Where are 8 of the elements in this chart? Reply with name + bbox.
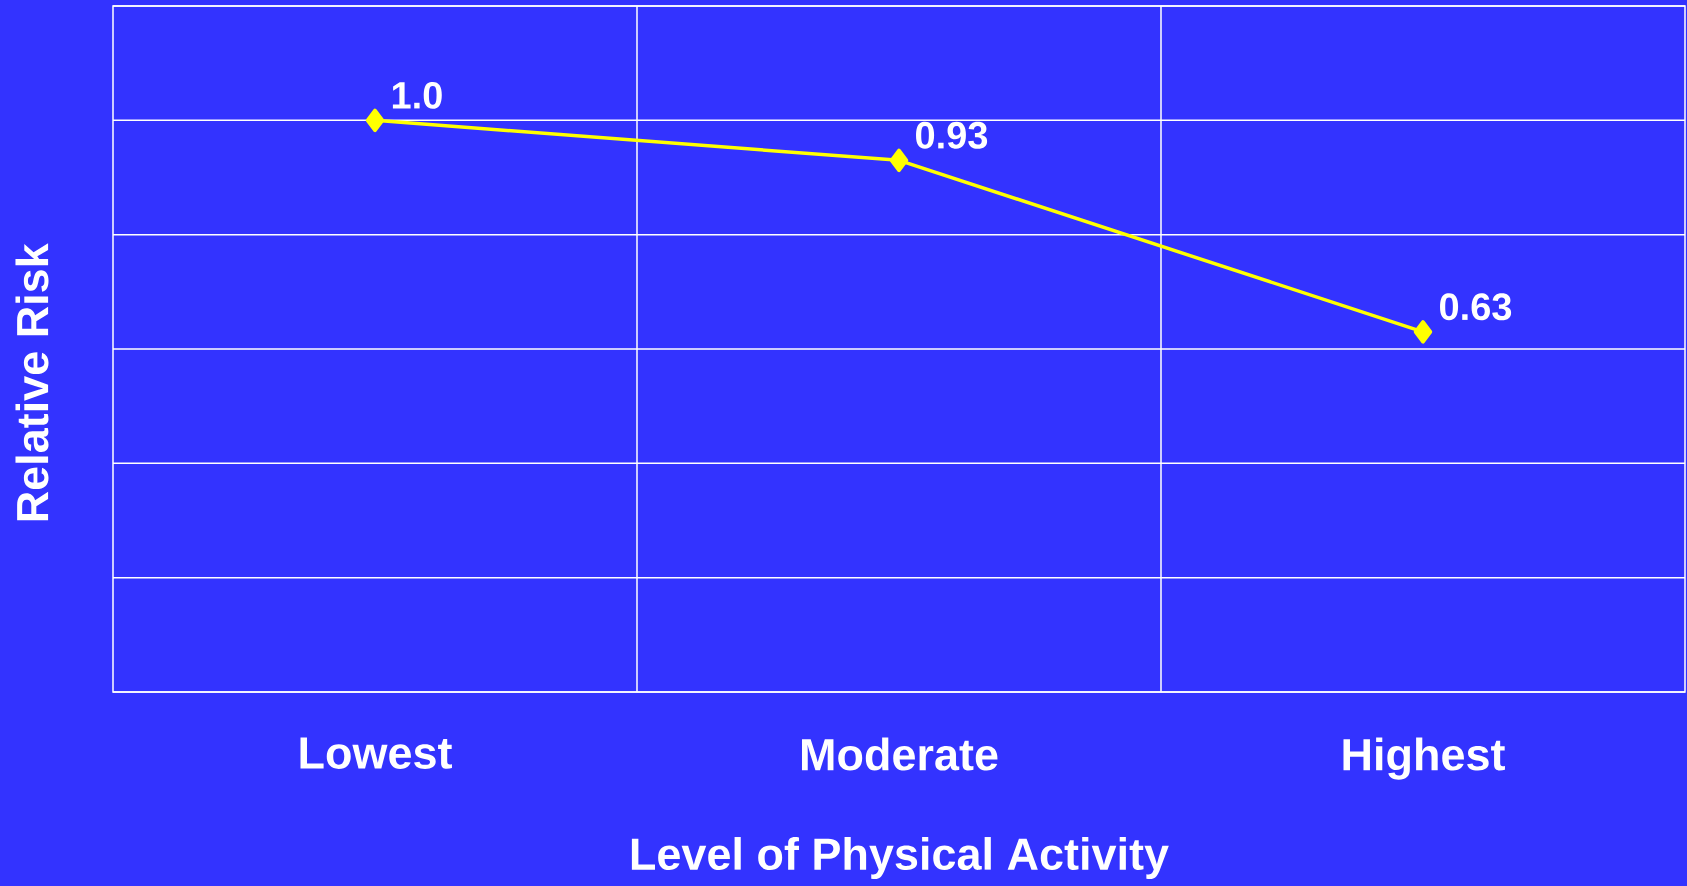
data-label: 0.63 <box>1440 293 1512 321</box>
x-axis-title: Level of Physical Activity <box>631 837 1169 879</box>
y-axis-title: Relative Risk <box>15 243 49 521</box>
data-label: 0.93 <box>916 121 988 149</box>
data-label: 1.0 <box>392 81 442 109</box>
x-tick-label: Moderate <box>801 737 998 771</box>
x-tick-label: Lowest <box>300 737 452 769</box>
x-tick-label: Highest <box>1343 737 1505 780</box>
